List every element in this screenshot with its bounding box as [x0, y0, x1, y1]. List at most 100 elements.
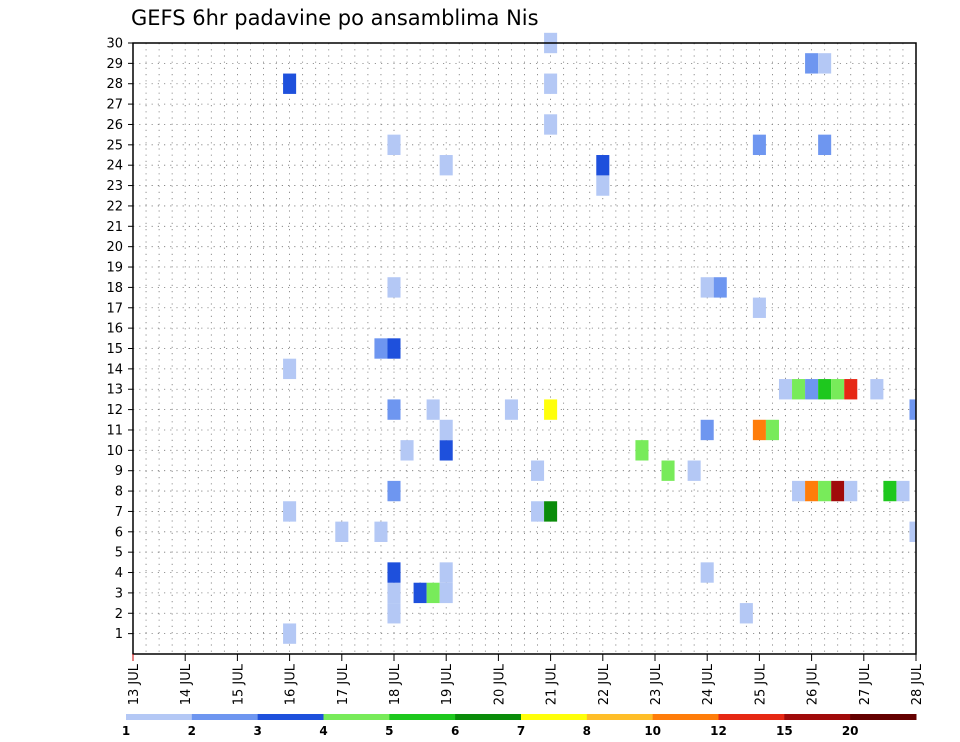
heatmap-cell — [765, 419, 779, 441]
y-tick-label: 8 — [115, 485, 123, 500]
heatmap-cell — [831, 480, 845, 502]
colorbar-label: 12 — [710, 724, 727, 738]
heatmap-cell — [792, 480, 806, 502]
colorbar-segment — [126, 714, 193, 720]
heatmap-cell — [544, 501, 558, 522]
y-tick-label: 26 — [106, 118, 123, 133]
heatmap-cell — [883, 480, 897, 502]
colorbar-segment — [718, 714, 785, 720]
colorbar-segment — [586, 714, 654, 720]
y-tick-label: 7 — [115, 505, 123, 520]
heatmap-cell — [544, 399, 558, 420]
heatmap-cell — [844, 379, 858, 400]
x-tick-label: 24 JUL — [701, 663, 716, 705]
colorbar-label: 2 — [188, 724, 196, 738]
heatmap-cell — [374, 338, 388, 359]
heatmap-cell — [426, 399, 440, 420]
colorbar-label: 6 — [451, 724, 459, 738]
heatmap-cell — [792, 379, 806, 400]
x-tick-label: 17 JUL — [336, 663, 351, 705]
heatmap-cell — [818, 480, 832, 502]
heatmap-cell — [439, 419, 453, 441]
colorbar-segment — [652, 714, 719, 720]
colorbar-label: 20 — [842, 724, 859, 738]
heatmap-cell — [335, 521, 349, 542]
y-tick-label: 1 — [115, 627, 123, 642]
y-tick-label: 11 — [106, 423, 123, 438]
colorbar-label: 7 — [517, 724, 525, 738]
colorbar-segment — [323, 714, 390, 720]
heatmap-cell — [687, 460, 701, 481]
heatmap-cell — [283, 501, 297, 522]
y-tick-label: 4 — [115, 566, 123, 581]
heatmap-cell — [818, 134, 832, 156]
heatmap-cell — [805, 480, 819, 502]
heatmap-cell — [700, 419, 714, 441]
y-tick-label: 9 — [115, 464, 123, 479]
x-tick-label: 19 JUL — [440, 663, 455, 705]
x-tick-label: 21 JUL — [545, 663, 560, 705]
y-tick-label: 30 — [106, 37, 123, 52]
heatmap-cell — [283, 358, 297, 380]
colorbar-segment — [455, 714, 522, 720]
heatmap-cell — [439, 440, 453, 461]
heatmap-cell — [387, 399, 401, 420]
heatmap-cell — [805, 379, 819, 400]
heatmap-cell — [283, 73, 297, 94]
heatmap-cell — [713, 277, 727, 298]
colorbar-segment — [257, 714, 324, 720]
y-tick-label: 6 — [115, 525, 123, 540]
heatmap-cell — [544, 114, 558, 135]
x-tick-label: 28 JUL — [910, 663, 925, 705]
heatmap-cell — [818, 53, 832, 74]
y-tick-label: 24 — [106, 159, 123, 174]
colorbar: 1 2 3 4 5 6 7 8 10 12 15 20 — [122, 714, 917, 738]
x-tick-label: 23 JUL — [649, 663, 664, 705]
heatmap-cell — [544, 73, 558, 94]
heatmap-cell — [439, 562, 453, 583]
y-tick-label: 29 — [106, 57, 123, 72]
axis-ticks — [128, 42, 917, 661]
y-tick-label: 16 — [106, 322, 123, 337]
y-tick-label: 3 — [115, 586, 123, 601]
heatmap-cell — [426, 582, 440, 604]
heatmap-cell — [413, 582, 427, 604]
colorbar-segment — [784, 714, 851, 720]
y-tick-label: 15 — [106, 342, 123, 357]
x-tick-label: 13 JUL — [127, 663, 142, 705]
y-tick-label: 12 — [106, 403, 123, 418]
heatmap-cell — [752, 419, 766, 441]
x-axis-labels: 13 JUL 14 JUL 15 JUL 16 JUL 17 JUL 18 JUL 19 J… — [127, 663, 925, 705]
heatmap-cell — [844, 480, 858, 502]
colorbar-label: 10 — [644, 724, 661, 738]
x-tick-label: 20 JUL — [492, 663, 507, 705]
colorbar-label: 3 — [253, 724, 261, 738]
heatmap-cell — [752, 134, 766, 156]
heatmap-cell — [387, 480, 401, 502]
y-tick-label: 27 — [106, 98, 123, 113]
heatmap-cell — [870, 379, 884, 400]
colorbar-label: 5 — [385, 724, 393, 738]
heatmap-cell — [909, 399, 916, 420]
heatmap-cell — [387, 562, 401, 583]
y-tick-label: 5 — [115, 546, 123, 561]
heatmap-cell — [752, 297, 766, 318]
y-tick-label: 22 — [106, 199, 123, 214]
y-tick-label: 17 — [106, 301, 123, 316]
y-tick-label: 19 — [106, 261, 123, 276]
x-tick-label: 15 JUL — [231, 663, 246, 705]
colorbar-label: 8 — [583, 724, 591, 738]
x-tick-label: 16 JUL — [284, 663, 299, 705]
y-axis-labels: 1234567891011121314151617181920212223242… — [106, 37, 123, 643]
y-tick-label: 13 — [106, 383, 123, 398]
heatmap-cell — [387, 277, 401, 298]
heatmap-cell — [896, 480, 910, 502]
heatmap-cell — [831, 379, 845, 400]
colorbar-label: 4 — [319, 724, 327, 738]
heatmap-cell — [387, 582, 401, 604]
colorbar-label: 15 — [776, 724, 793, 738]
heatmap-cell — [374, 521, 388, 542]
colorbar-segment — [389, 714, 456, 720]
heatmap-cell — [909, 521, 916, 542]
heatmap-cell — [439, 582, 453, 604]
